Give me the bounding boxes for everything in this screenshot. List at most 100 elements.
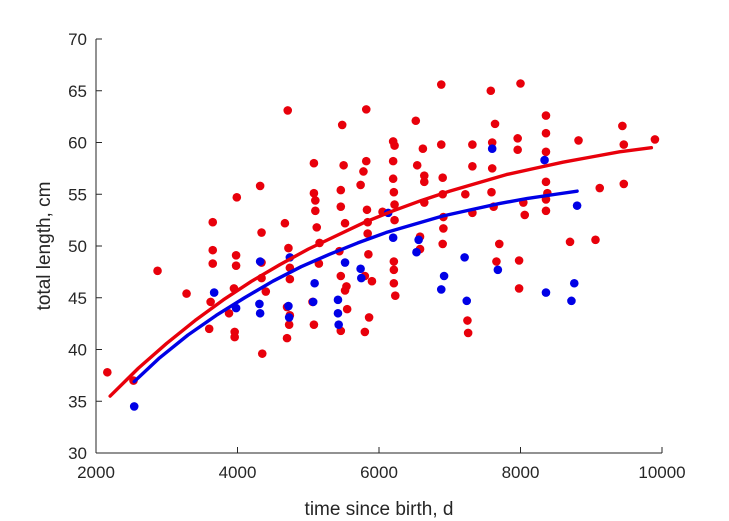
data-point: [309, 188, 319, 198]
data-point: [333, 308, 343, 318]
data-point: [312, 223, 322, 232]
data-point: [336, 202, 346, 211]
data-point: [419, 171, 429, 180]
y-tick-label: 45: [68, 289, 87, 308]
data-point: [367, 276, 377, 286]
data-point: [360, 327, 370, 337]
data-point: [257, 228, 266, 237]
y-axis-label: total length, cm: [34, 182, 55, 311]
y-tick-label: 55: [68, 185, 87, 204]
data-point: [255, 308, 265, 318]
data-point: [333, 295, 343, 305]
data-point: [541, 288, 551, 297]
data-point: [487, 138, 497, 147]
data-point: [389, 187, 399, 197]
data-point: [208, 259, 218, 268]
data-point: [208, 217, 218, 227]
data-point: [284, 313, 294, 322]
data-point: [463, 328, 473, 338]
data-point: [103, 367, 112, 377]
data-point: [487, 187, 496, 197]
data-point: [462, 296, 472, 306]
data-point: [618, 121, 627, 131]
data-point: [339, 160, 348, 170]
data-point: [257, 349, 267, 358]
data-point: [340, 286, 350, 295]
data-point: [591, 235, 600, 245]
data-point: [334, 320, 343, 329]
data-point: [389, 257, 399, 266]
data-point: [308, 297, 318, 307]
data-point: [540, 155, 549, 165]
data-point: [206, 297, 215, 307]
data-point: [255, 299, 264, 309]
data-point: [182, 289, 191, 298]
fit-line-0: [108, 145, 654, 398]
data-point: [390, 215, 399, 225]
data-point: [468, 162, 477, 171]
data-point: [513, 134, 522, 143]
data-point: [541, 206, 551, 216]
x-tick-label: 6000: [360, 463, 398, 482]
data-point: [468, 140, 477, 149]
data-point: [567, 296, 576, 306]
data-point: [569, 278, 579, 288]
data-point: [439, 224, 448, 233]
data-point: [520, 210, 530, 220]
data-point: [232, 193, 242, 202]
data-point: [282, 333, 292, 343]
tick-labels: 2000 4000 6000 8000 10000 30 35 40 45 50 55 60 65 70: [68, 30, 686, 482]
fit-line-1: [132, 189, 579, 384]
data-point: [361, 105, 371, 114]
data-point: [224, 308, 234, 318]
data-point: [363, 229, 372, 238]
data-point: [336, 271, 346, 281]
x-tick-label: 8000: [502, 463, 540, 482]
data-point: [414, 235, 423, 245]
data-point: [390, 291, 400, 300]
data-point: [541, 177, 551, 187]
data-point: [209, 288, 219, 297]
y-tick-label: 70: [68, 30, 87, 49]
y-tick-label: 65: [68, 82, 87, 101]
data-point: [309, 158, 319, 168]
y-tick-label: 50: [68, 237, 87, 256]
data-point: [230, 332, 239, 342]
y-tick-label: 40: [68, 341, 87, 360]
data-point: [486, 86, 496, 96]
data-point: [411, 116, 421, 126]
data-point: [309, 320, 319, 329]
data-point: [595, 183, 605, 193]
data-point: [418, 144, 428, 154]
data-point: [390, 141, 399, 150]
data-point: [619, 179, 629, 189]
data-point: [574, 136, 583, 145]
data-point: [388, 233, 398, 243]
data-point: [390, 200, 399, 209]
data-point: [129, 402, 139, 411]
data-point: [460, 253, 469, 262]
data-point: [388, 156, 398, 166]
data-point: [436, 140, 446, 149]
data-point: [359, 167, 368, 176]
data-point: [311, 206, 320, 216]
data-point: [419, 177, 429, 187]
data-point: [231, 251, 241, 260]
data-point: [340, 258, 350, 267]
data-point: [388, 174, 398, 184]
data-point: [487, 144, 497, 154]
data-point: [541, 111, 551, 120]
data-point: [342, 304, 352, 314]
data-point: [280, 218, 290, 228]
data-point: [436, 80, 446, 89]
plot-area: [103, 79, 660, 411]
data-point: [310, 278, 319, 288]
y-tick-label: 60: [68, 134, 87, 153]
data-point: [490, 119, 500, 129]
data-point: [619, 140, 629, 149]
data-point: [204, 324, 214, 334]
data-point: [364, 249, 373, 259]
data-point: [493, 265, 503, 275]
x-tick-label: 2000: [77, 463, 115, 482]
axes: [95, 38, 663, 454]
